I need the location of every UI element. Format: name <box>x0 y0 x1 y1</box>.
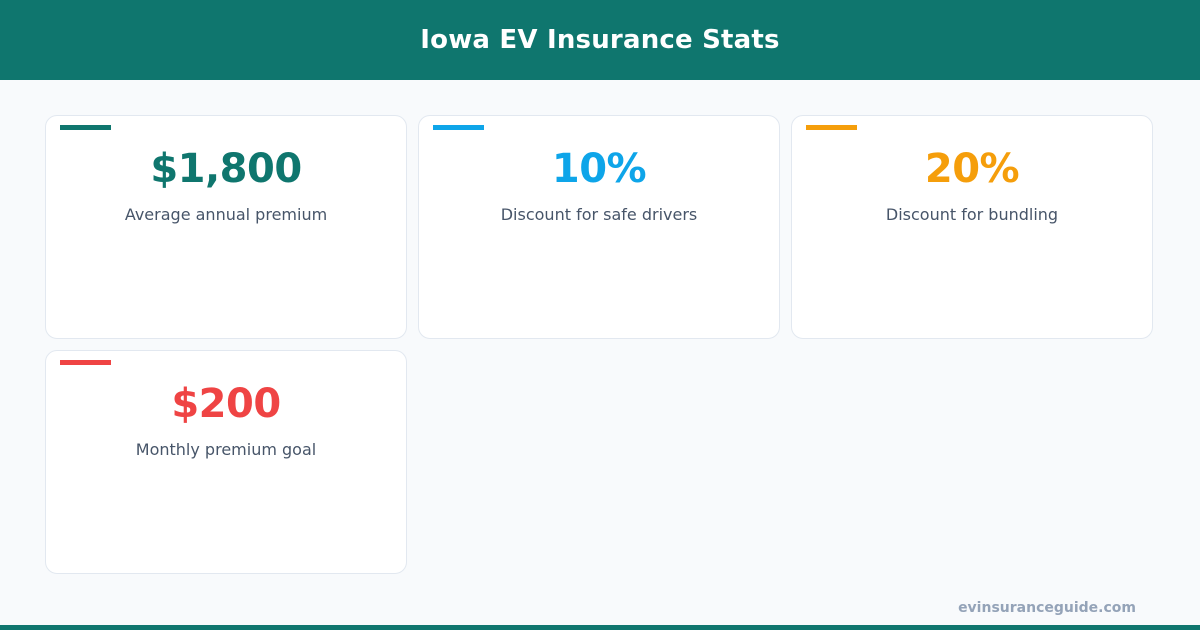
stat-value: $1,800 <box>150 146 302 192</box>
stat-card-average-annual-premium: $1,800 Average annual premium <box>45 115 407 339</box>
stat-label: Discount for bundling <box>885 205 1059 224</box>
stat-value: 20% <box>924 146 1020 192</box>
stat-label: Monthly premium goal <box>135 440 317 459</box>
header-bar: Iowa EV Insurance Stats <box>0 0 1200 80</box>
stat-card-safe-driver-discount: 10% Discount for safe drivers <box>418 115 780 339</box>
page-title: Iowa EV Insurance Stats <box>420 25 780 55</box>
site-url: evinsuranceguide.com <box>958 600 1136 616</box>
accent-bar <box>433 125 484 130</box>
stat-card-monthly-premium-goal: $200 Monthly premium goal <box>45 350 407 574</box>
footer-bar <box>0 625 1200 630</box>
accent-bar <box>60 125 111 130</box>
stat-card-bundling-discount: 20% Discount for bundling <box>791 115 1153 339</box>
stat-label: Average annual premium <box>124 205 328 224</box>
accent-bar <box>806 125 857 130</box>
accent-bar <box>60 360 111 365</box>
stat-label: Discount for safe drivers <box>500 205 698 224</box>
stat-value: $200 <box>171 381 281 427</box>
stat-value: 10% <box>551 146 647 192</box>
